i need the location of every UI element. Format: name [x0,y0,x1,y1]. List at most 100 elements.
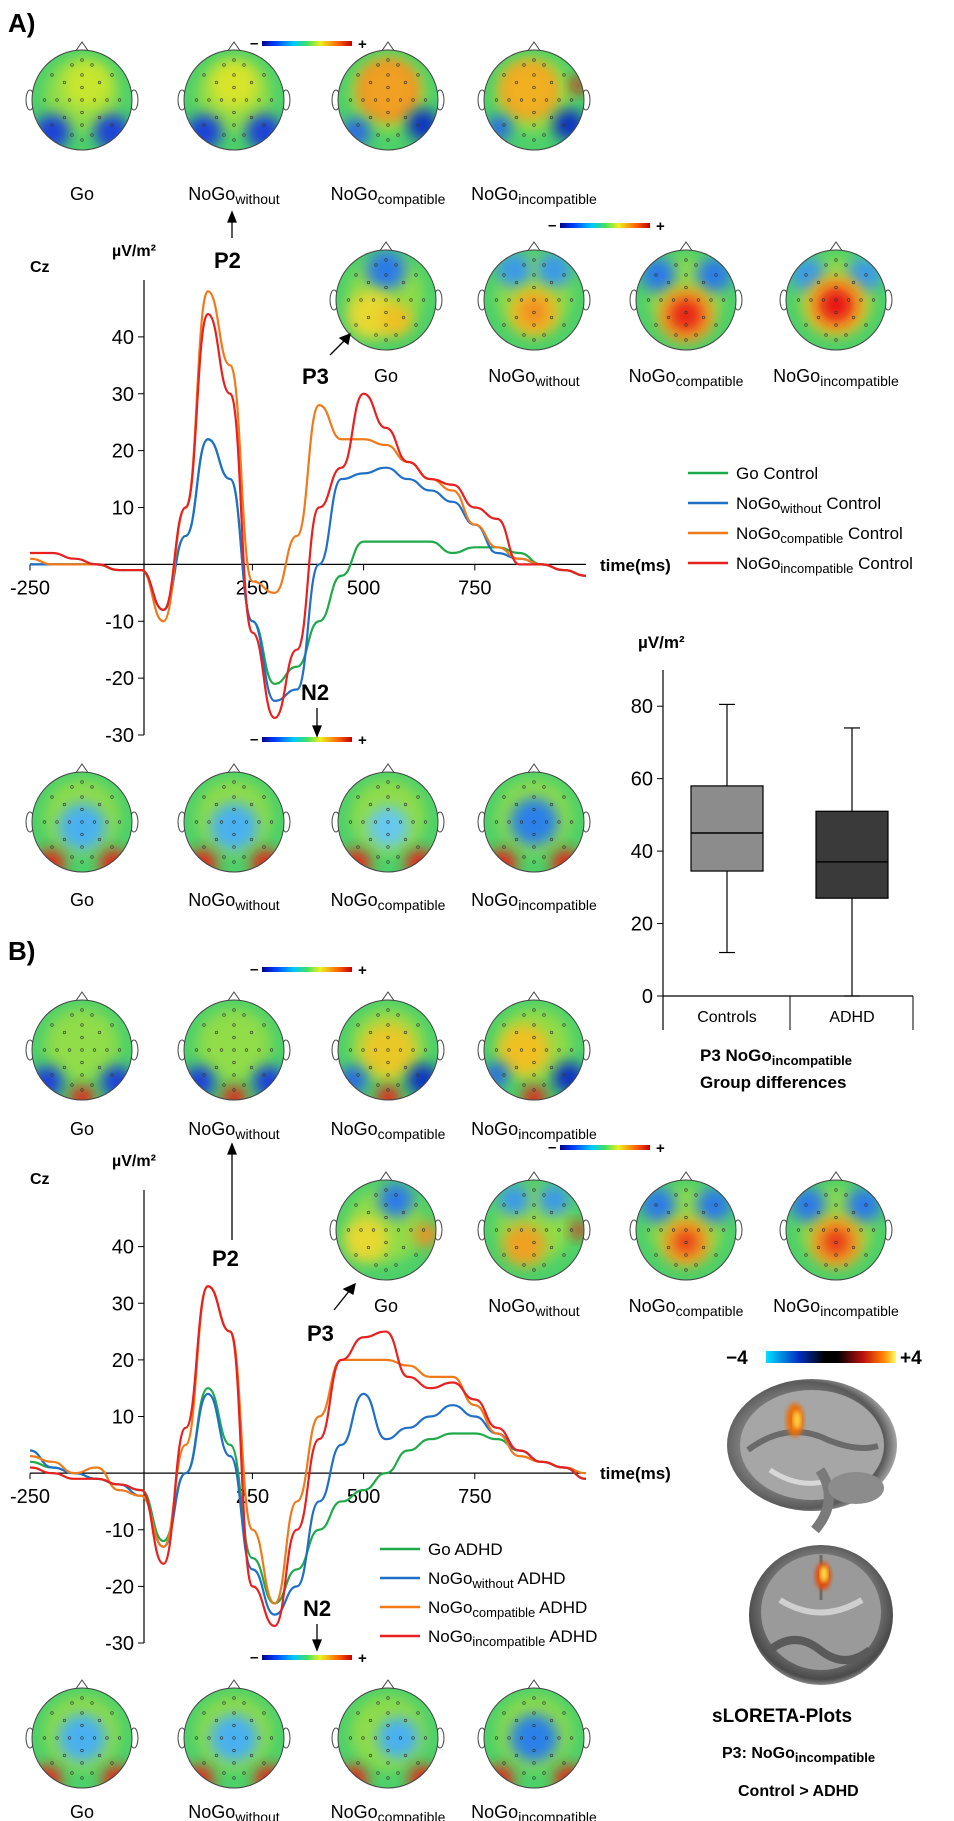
colorbar-plus: + [656,218,665,235]
panel-label-a: A) [8,8,35,38]
scalp-map [331,1679,445,1789]
activation-blob [35,849,65,872]
activation-blob [487,849,517,872]
caption-sub: compatible [676,1303,744,1319]
y-tick-label: -30 [105,1633,134,1655]
activation-blob [486,115,512,141]
topomap-caption: Go [374,1296,398,1316]
legend-entry: Go Control [736,464,818,483]
erp-chart-adhd: Cz µV/m² P2 P3 N2 time(ms) -30 -20 -10 10 20… [10,1153,671,1655]
activation-blob [210,61,258,109]
nose-shape [526,991,542,1003]
scalp-map [629,241,743,351]
erp-chart-control: Cz µV/m² P2 P3 N2 time(ms) -30 -20 -10 10 20… [10,243,913,747]
scalp-map [477,1171,591,1281]
topomap-caption: Go [70,1119,94,1139]
topomap-row-b-n2: Go NoGowithout NoGocompatible NoGoincompati… [25,1679,597,1821]
scalp-map [329,241,443,351]
p2-arrowhead-a [227,210,237,223]
y-tick-label: -10 [105,1520,134,1542]
colorbar: – + [250,961,367,979]
x-tick-label: 750 [458,1486,491,1508]
nose-shape [526,41,542,53]
y-unit-label: µV/m² [112,1153,156,1170]
caption-main: NoGo [629,366,676,386]
colorbar: – + [250,731,367,749]
nose-shape [678,241,694,253]
boxplot-title-main: P3 NoGo [700,1046,772,1065]
y-tick-label: 40 [112,327,134,349]
legend-entry: NoGoincompatible ADHD [428,1627,597,1649]
activation-blob [846,1187,882,1223]
boxplot-unit-label: µV/m² [638,633,685,652]
colorbar-gradient [560,1145,650,1150]
activation-blob [496,252,532,288]
caption-main: NoGo [188,184,235,204]
activation-blob [521,299,547,325]
activation-blob [102,1765,132,1788]
activation-blob [360,1022,416,1078]
caption-main: NoGo [773,366,820,386]
nose-shape [226,763,242,775]
activation-blob [210,803,258,851]
scalp-map [25,41,139,151]
panel-label-b: B) [8,936,35,966]
n2-arrowhead-b [312,1639,322,1652]
caption-sub: without [534,1303,579,1319]
caption-sub: without [234,1809,279,1821]
activation-blob [222,1086,246,1100]
topomap-caption: NoGocompatible [629,366,744,389]
y-tick-label: 30 [112,1293,134,1315]
activation-blob [538,1184,570,1216]
colorbar-gradient [262,967,352,972]
boxplot-subtitle: Group differences [700,1073,846,1092]
colorbar-plus: + [358,1650,367,1667]
scalp-map [477,991,591,1101]
activation-blob [498,1024,550,1076]
y-tick-label: -20 [105,1576,134,1598]
y-tick-label: 10 [112,498,134,520]
y-tick-label: 30 [112,384,134,406]
topomap-caption: NoGowithout [188,184,280,207]
activation-blob [640,257,676,293]
component-arrows [227,210,356,1652]
nose-shape [526,241,542,253]
boxplot-y-tick-label: 80 [631,696,653,718]
nose-shape [74,1679,90,1691]
topomap-caption: NoGocompatible [331,1119,446,1142]
scalp-map [331,991,445,1101]
caption-sub: without [234,897,279,913]
scalp-map [177,991,291,1101]
topomap-row-a-n2: Go NoGowithout NoGocompatible NoGoincompati… [25,763,597,913]
nose-shape [526,763,542,775]
caption-sub: compatible [378,897,446,913]
colorbar-minus: – [548,1139,556,1156]
activation-blob [341,117,371,147]
sloreta-title: sLORETA-Plots [712,1706,852,1727]
colorbar: – + [250,1649,367,1667]
topomap-caption: Go [70,890,94,910]
topomap-row-a-p2: Go NoGowithout NoGocompatible NoGoincompati… [25,41,597,207]
topomap-row-a-p3: Go NoGowithout NoGocompatible NoGoincompati… [329,241,899,389]
activation-blob [376,1086,400,1100]
activation-blob [536,252,572,288]
caption-sub: compatible [676,373,744,389]
scalp-map [25,763,139,873]
caption-main: NoGo [188,890,235,910]
coronal-mri-image [748,1545,894,1692]
boxplot-y-tick-label: 0 [642,986,653,1008]
caption-sub: incompatible [518,1126,597,1142]
sloreta-colorbar [766,1351,896,1363]
x-tick-label: -250 [10,577,50,599]
boxplot-category-label: ADHD [829,1009,874,1026]
p2-label: P2 [214,248,241,273]
topomap-caption: NoGocompatible [331,184,446,207]
caption-sub: incompatible [518,1809,597,1821]
y-tick-label: 10 [112,1407,134,1429]
sloreta-contrast: P3: NoGoincompatible [722,1745,875,1765]
scalp-map [331,763,445,873]
sloreta-comparison: Control > ADHD [738,1783,859,1800]
caption-sub: incompatible [820,1303,899,1319]
activation-blob [210,1714,258,1762]
n2-label: N2 [303,1596,331,1621]
